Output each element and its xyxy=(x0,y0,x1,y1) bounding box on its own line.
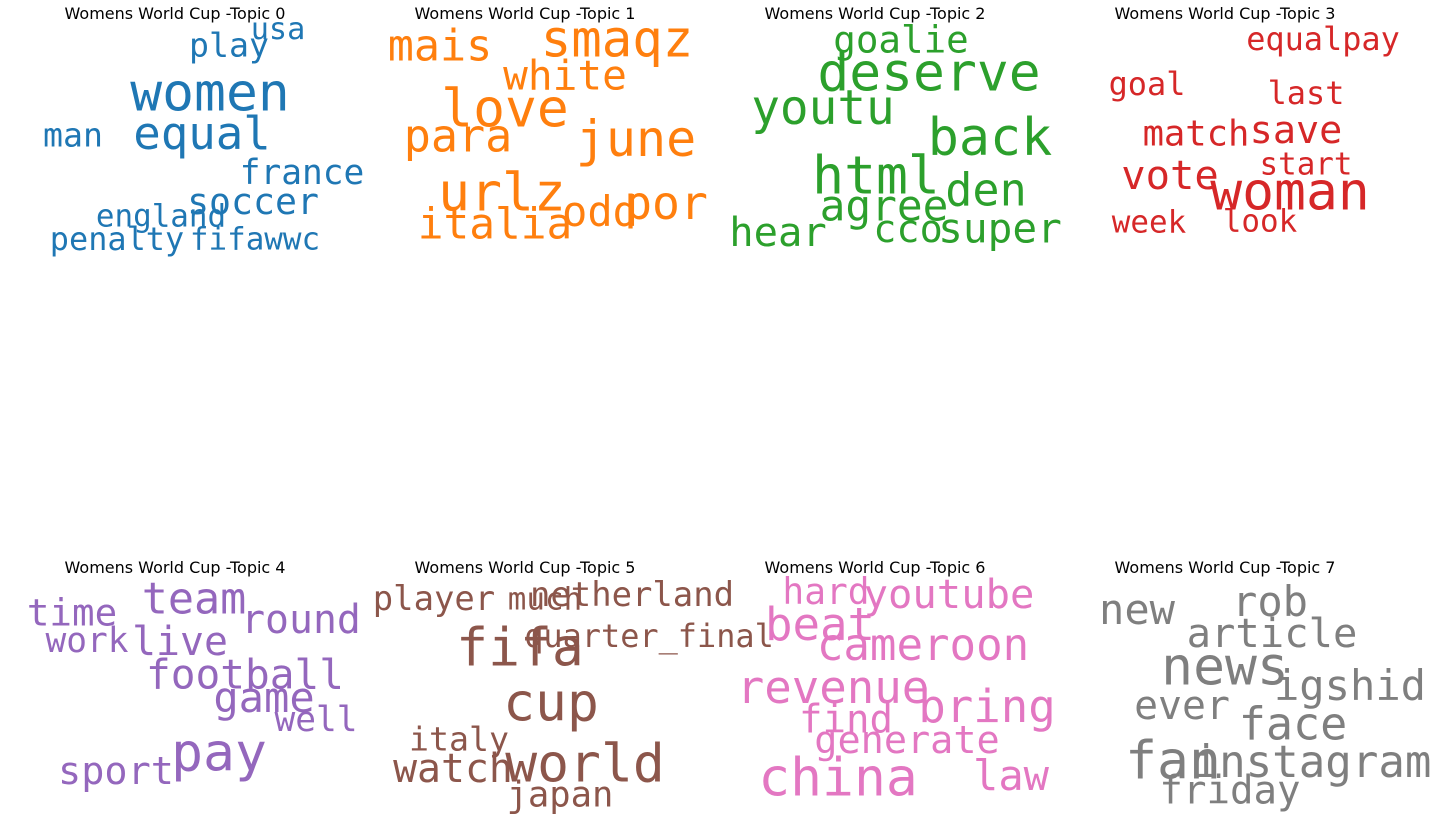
word-work: work xyxy=(45,620,129,661)
word-team: team xyxy=(141,574,247,625)
wordcloud-panel-topic-7: Womens World Cup -Topic 7 new rob article ne… xyxy=(1050,554,1431,811)
word-article: article xyxy=(1186,608,1358,657)
wordcloud-panel-topic-6: Womens World Cup -Topic 6 hard youtube beat… xyxy=(700,554,1056,809)
word-revenue: revenue xyxy=(736,661,930,715)
word-urlz: urlz xyxy=(438,162,566,224)
word-equal: equal xyxy=(133,107,271,161)
word-youtube: youtube xyxy=(863,569,1035,618)
panel-title: Womens World Cup -Topic 3 xyxy=(1114,4,1336,23)
word-new: new xyxy=(1098,584,1176,634)
word-player: player xyxy=(372,579,496,619)
panel-title: Womens World Cup -Topic 4 xyxy=(64,558,286,577)
wordcloud-panel-topic-1: Womens World Cup -Topic 1 smaqz mais white l… xyxy=(350,0,708,250)
word-find: find xyxy=(798,697,894,743)
wordcloud-panel-topic-5: Womens World Cup -Topic 5 player much nethe… xyxy=(350,554,774,812)
word-match: match xyxy=(1142,113,1250,155)
panel-title: Womens World Cup -Topic 6 xyxy=(764,558,986,577)
word-england: england xyxy=(95,198,227,235)
word-equalpay: equalpay xyxy=(1246,20,1400,59)
word-fifawwc: fifawwc xyxy=(189,221,321,258)
word-pay: pay xyxy=(171,722,267,784)
word-bring: bring xyxy=(918,680,1056,734)
word-netherland: netherland xyxy=(529,575,735,615)
word-china: china xyxy=(758,747,918,809)
word-cup: cup xyxy=(503,672,599,734)
wordcloud-panel-topic-2: Womens World Cup -Topic 2 goalie deserve yo… xyxy=(700,0,1062,256)
word-save: save xyxy=(1249,107,1343,153)
word-smaqz: smaqz xyxy=(540,9,694,69)
word-woman: woman xyxy=(1210,161,1370,223)
word-italia: italia xyxy=(417,199,573,250)
word-much: much xyxy=(507,581,583,618)
word-generate: generate xyxy=(814,717,1000,763)
word-penalty: penalty xyxy=(49,220,185,259)
word-football: football xyxy=(146,650,344,699)
word-igshid: igshid xyxy=(1273,660,1427,710)
word-news: news xyxy=(1161,636,1289,698)
word-super: super xyxy=(938,204,1062,253)
word-japan: japan xyxy=(506,774,614,816)
word-quarter-final: quarter_final xyxy=(524,617,774,656)
wordcloud-panel-topic-4: Womens World Cup -Topic 4 team time round wo… xyxy=(0,554,361,804)
word-friday: friday xyxy=(1159,768,1301,814)
word-last: last xyxy=(1267,74,1345,113)
word-white: white xyxy=(503,51,627,100)
word-law: law xyxy=(972,750,1050,800)
word-fan: fan xyxy=(1125,730,1221,792)
word-mais: mais xyxy=(387,21,493,72)
wordcloud-panel-topic-3: Womens World Cup -Topic 3 equalpay goal las… xyxy=(1050,0,1400,250)
word-agree: agree xyxy=(819,181,949,232)
word-round: round xyxy=(241,597,361,644)
word-start: start xyxy=(1259,146,1353,183)
word-time: time xyxy=(26,590,118,635)
word-play: play xyxy=(189,25,269,65)
word-para: para xyxy=(403,109,513,163)
word-france: france xyxy=(239,152,365,193)
wordcloud-panel-topic-0: Womens World Cup -Topic 0 women equal franc… xyxy=(0,0,364,255)
word-ever: ever xyxy=(1134,683,1230,730)
panel-title: Womens World Cup -Topic 1 xyxy=(414,4,636,23)
word-cco: cco xyxy=(873,206,943,252)
word-love: love xyxy=(441,78,569,140)
word-deserve: deserve xyxy=(817,42,1041,104)
word-live: live xyxy=(132,619,228,666)
panel-title: Womens World Cup -Topic 2 xyxy=(764,4,986,23)
word-cameroon: cameroon xyxy=(816,619,1030,671)
word-back: back xyxy=(927,108,1053,169)
panel-title: Womens World Cup -Topic 0 xyxy=(64,4,286,23)
word-rob: rob xyxy=(1231,576,1309,626)
word-well: well xyxy=(274,699,358,740)
panel-title: Womens World Cup -Topic 7 xyxy=(1114,558,1336,577)
word-odd: odd xyxy=(561,186,639,236)
word-html: html xyxy=(812,145,940,207)
word-hard: hard xyxy=(782,569,870,613)
word-vote: vote xyxy=(1121,150,1219,199)
word-por: por xyxy=(624,175,708,230)
word-usa: usa xyxy=(250,11,306,47)
panel-title: Womens World Cup -Topic 5 xyxy=(414,558,636,577)
word-italy: italy xyxy=(409,719,509,759)
word-watch: watch xyxy=(393,746,513,793)
word-soccer: soccer xyxy=(187,179,319,223)
word-week: week xyxy=(1111,204,1187,241)
word-goalie: goalie xyxy=(833,17,969,62)
word-june: june xyxy=(575,110,697,168)
word-goal: goal xyxy=(1108,65,1186,104)
word-youtu: youtu xyxy=(751,81,895,137)
word-look: look xyxy=(1222,203,1298,240)
word-beat: beat xyxy=(764,598,876,652)
word-den: den xyxy=(945,163,1027,217)
word-fifa: fifa xyxy=(456,617,584,679)
word-game: game xyxy=(213,672,315,722)
word-instagram: instagram xyxy=(1192,736,1432,788)
word-face: face xyxy=(1238,697,1348,751)
word-women: women xyxy=(130,62,290,124)
word-man: man xyxy=(43,115,103,155)
word-world: world xyxy=(505,733,665,795)
word-hear: hear xyxy=(729,207,827,256)
word-sport: sport xyxy=(58,748,174,794)
